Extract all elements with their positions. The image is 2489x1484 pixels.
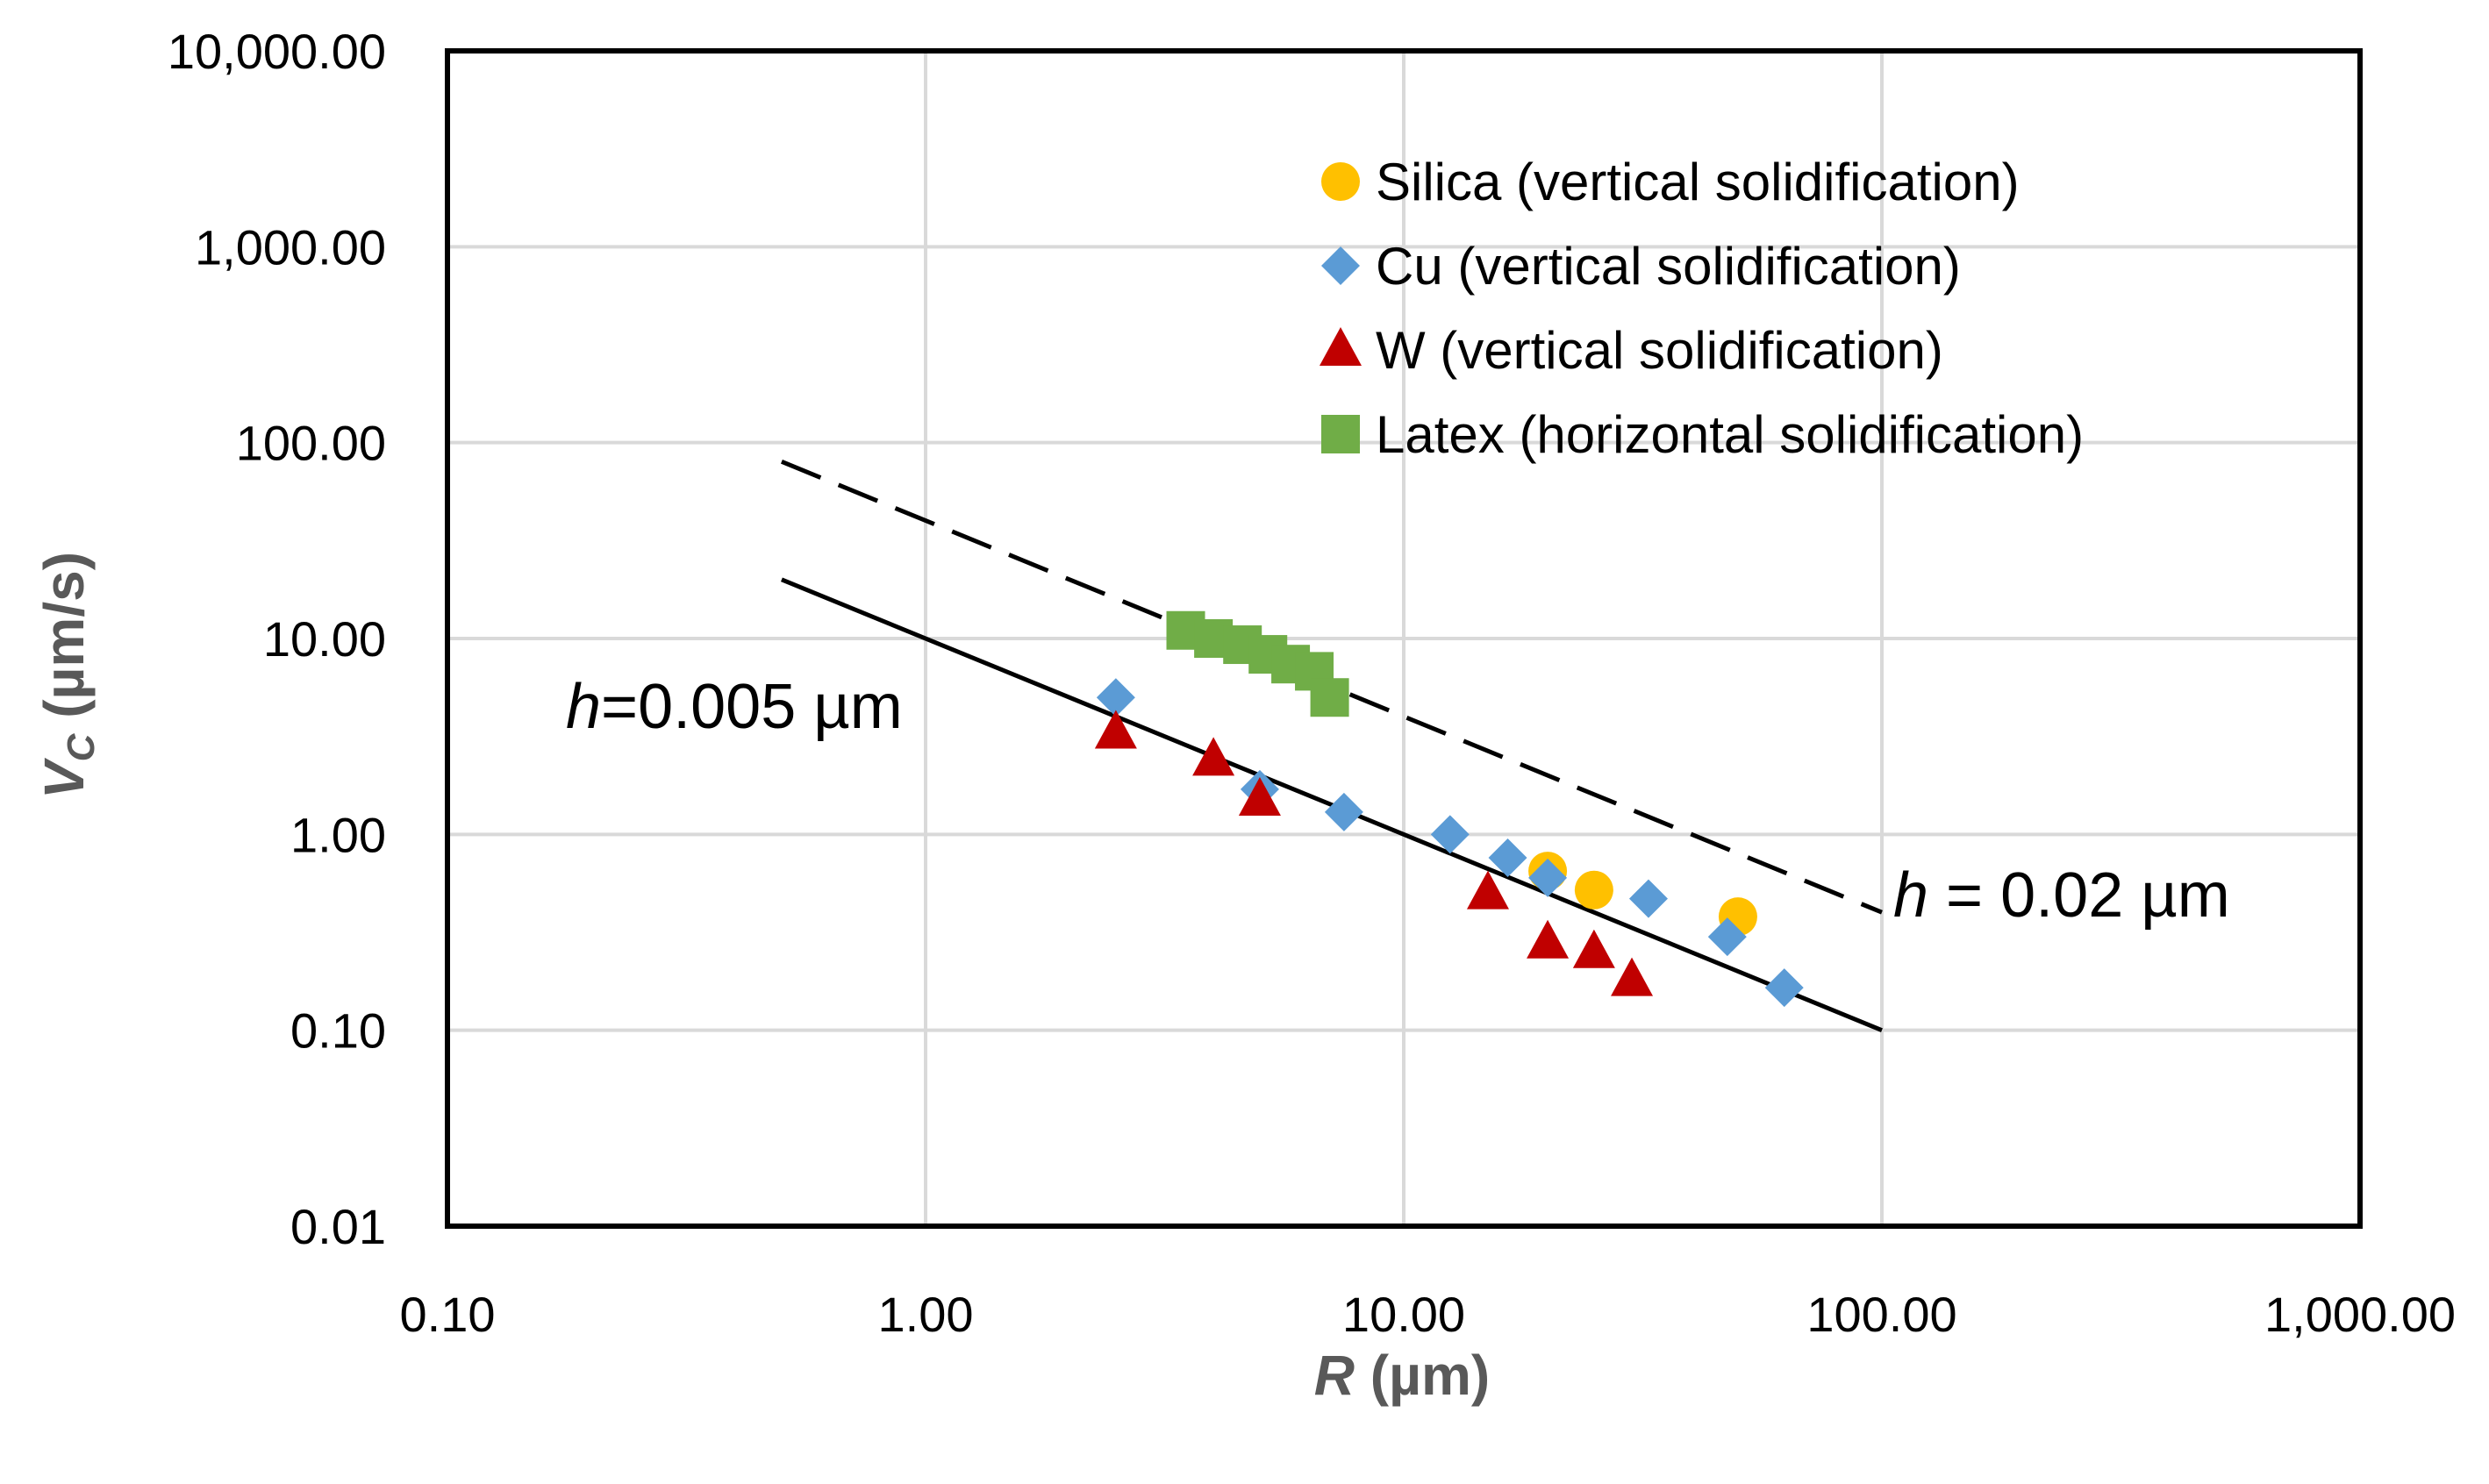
annotation-dashed-line: h = 0.02 µm [1893,860,2230,931]
y-axis-title-sub: C [60,732,103,761]
y-tick-label: 0.10 [290,1003,386,1059]
series-diamond-points [1096,678,1804,1008]
legend-item: Silica (vertical solidification) [1321,153,2020,211]
annotation-dashed-italic: h [1893,860,1928,931]
y-tick-labels: 0.01 0.10 1.00 10.00 100.00 1,000.00 10,000.00 [168,24,386,1254]
x-tick-label: 1,000.00 [2264,1287,2456,1342]
series-square-points [1166,610,1349,717]
annotation-solid-line: h=0.005 µm [566,672,903,742]
legend-item: Cu (vertical solidification) [1321,237,1961,296]
x-tick-label: 10.00 [1342,1287,1465,1342]
legend-marker [1321,246,1360,285]
data-point [1572,929,1615,968]
legend-item: W (vertical solidification) [1320,321,1943,380]
legend-label: W (vertical solidification) [1376,321,1943,380]
data-point [1466,870,1509,910]
annotation-solid-italic: h [566,672,601,742]
y-tick-label: 100.00 [236,416,386,471]
annotation-solid-text: =0.005 µm [601,672,903,742]
legend-label: Latex (horizontal solidification) [1376,405,2084,464]
legend-label: Cu (vertical solidification) [1376,237,1961,296]
data-point [1528,858,1568,897]
plot-frame [445,48,2363,1229]
legend-item: Latex (horizontal solidification) [1321,405,2084,464]
x-tick-label: 0.10 [400,1287,496,1342]
data-point [1192,737,1235,776]
data-point [1707,917,1747,957]
data-point [1764,968,1804,1008]
legend-marker [1320,327,1362,366]
annotations: h=0.005 µm h = 0.02 µm [566,672,2230,931]
data-point [1574,870,1613,910]
y-tick-label: 1,000.00 [195,219,386,275]
data-point [1527,919,1570,959]
y-tick-label: 0.01 [290,1199,386,1254]
x-tick-labels: 0.10 1.00 10.00 100.00 1,000.00 [400,1287,2456,1342]
y-axis-title: VC (µm/s) [32,552,103,799]
data-point [1628,879,1668,918]
plot-area-border [445,48,2363,1229]
x-tick-label: 100.00 [1806,1287,1956,1342]
data-points [1094,610,1804,1008]
y-axis-title-unit: (µm/s) [32,552,96,734]
y-tick-label: 10.00 [263,611,386,667]
gridlines [446,49,2362,1228]
data-point [1310,678,1349,717]
x-axis-title-unit: (µm) [1355,1344,1490,1407]
data-point [1094,710,1137,749]
data-point [1324,792,1363,831]
data-point [1611,957,1654,996]
data-point [1238,777,1281,817]
data-point [1430,815,1470,854]
x-tick-label: 1.00 [878,1287,974,1342]
annotation-dashed-text: = 0.02 µm [1928,860,2230,931]
x-axis-title-main: R [1314,1344,1355,1407]
legend-label: Silica (vertical solidification) [1376,153,2020,211]
data-point [1096,678,1135,717]
y-axis-title-main: V [32,757,96,799]
y-tick-label: 10,000.00 [168,24,386,79]
legend-marker [1321,415,1360,453]
legend-marker [1321,162,1360,201]
x-axis-title: R (µm) [1314,1344,1490,1407]
data-point [1488,838,1527,877]
legend: Silica (vertical solidification) Cu (vert… [1320,153,2084,464]
series-triangle-points [1094,710,1654,996]
y-tick-label: 1.00 [290,807,386,862]
solid-line-h-0-005 [780,577,1883,1032]
